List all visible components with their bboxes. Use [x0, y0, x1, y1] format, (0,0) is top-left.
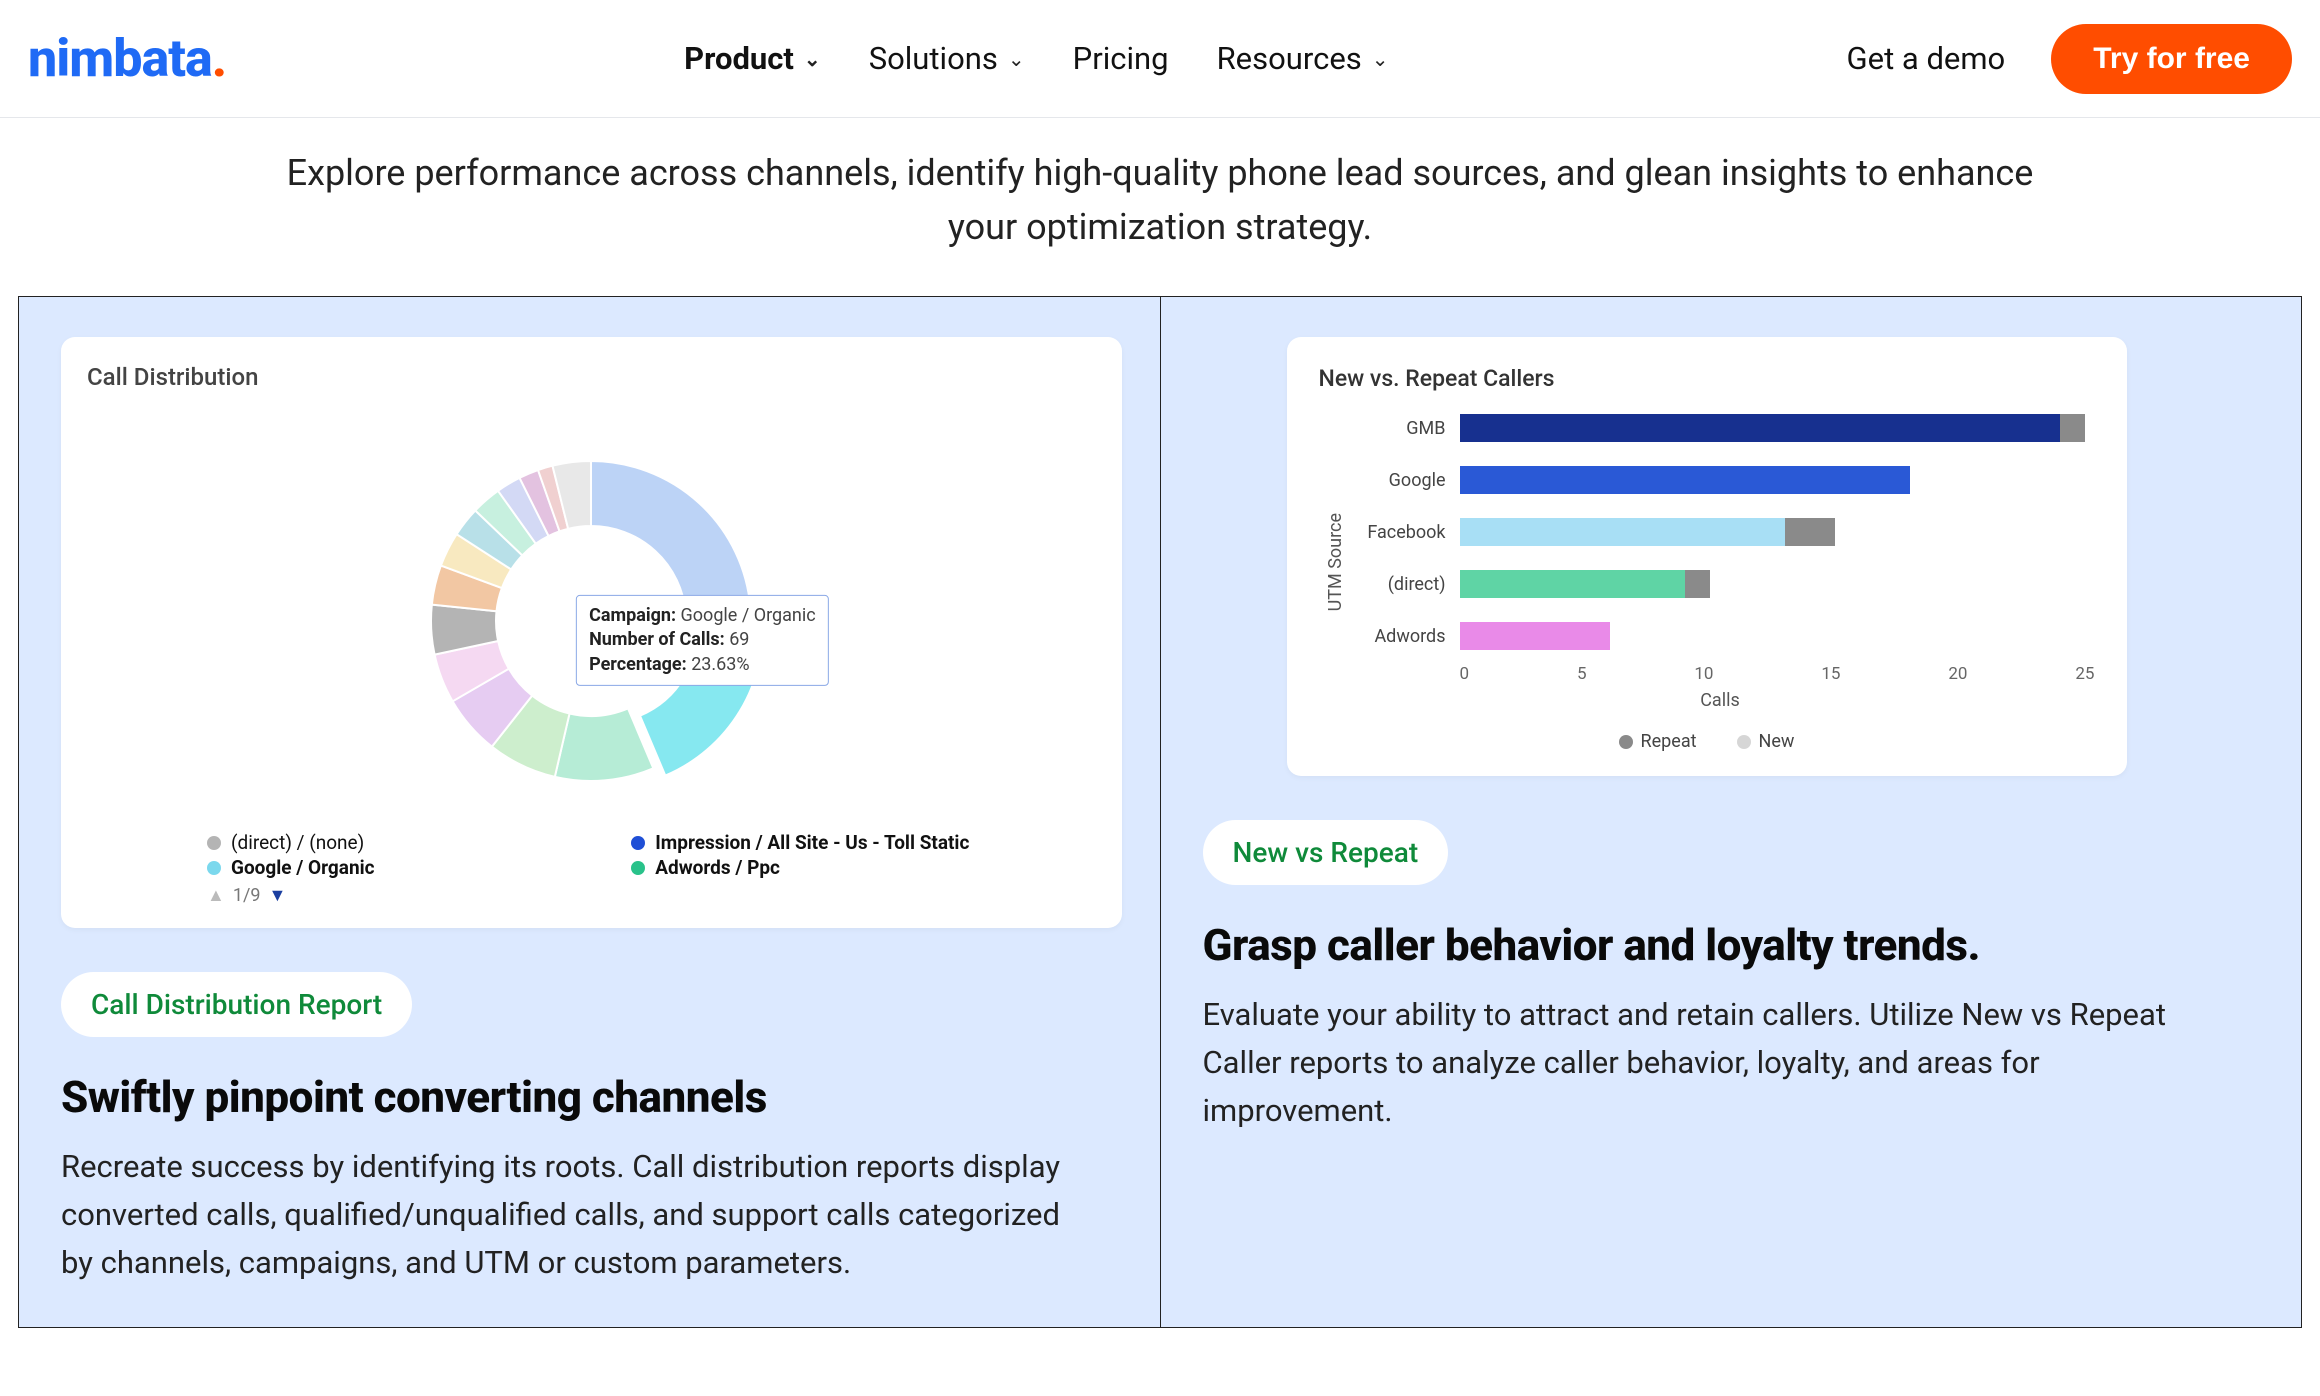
- bar-segment-repeat[interactable]: [2060, 414, 2085, 442]
- x-axis-ticks: 0 5 10 15 20 25: [1346, 664, 2095, 684]
- bar-track: [1460, 414, 2085, 442]
- chart-title: Call Distribution: [87, 363, 1096, 391]
- nav-pricing-label: Pricing: [1073, 40, 1169, 77]
- legend-item[interactable]: Impression / All Site - Us - Toll Static: [631, 831, 975, 854]
- legend-pager[interactable]: ▲ 1/9 ▼: [87, 879, 1096, 906]
- legend-label: Google / Organic: [231, 856, 375, 879]
- features-grid: Call Distribution Campaign: Google / Org…: [18, 296, 2302, 1328]
- bar-row: (direct): [1346, 570, 2085, 598]
- bar-segment-repeat[interactable]: [1785, 518, 1835, 546]
- bar-row-label: Google: [1346, 470, 1446, 491]
- bar-segment-new[interactable]: [1460, 466, 1910, 494]
- primary-nav: Product ⌄ Solutions ⌄ Pricing Resources …: [684, 40, 1388, 77]
- bar-chart-legend: Repeat New: [1319, 731, 2095, 752]
- chevron-down-icon: ⌄: [804, 47, 821, 71]
- feature-new-vs-repeat: New vs. Repeat Callers UTM Source GMB Goo…: [1160, 297, 2302, 1327]
- legend-swatch-icon: [207, 836, 221, 850]
- chevron-down-icon: ⌄: [1372, 47, 1389, 71]
- nav-product-label: Product: [684, 40, 794, 77]
- x-tick: 20: [1948, 664, 1967, 684]
- bar-row: Google: [1346, 466, 2085, 494]
- legend-item[interactable]: Google / Organic: [207, 856, 551, 879]
- bar-segment-new[interactable]: [1460, 518, 1785, 546]
- logo-text: nimbata: [28, 28, 212, 89]
- bar-track: [1460, 518, 2085, 546]
- x-axis-label: Calls: [1346, 690, 2095, 711]
- x-tick: 15: [1821, 664, 1840, 684]
- feature-heading: Grasp caller behavior and loyalty trends…: [1203, 919, 2264, 971]
- pager-text: 1/9: [233, 885, 261, 906]
- site-header: nimbata. Product ⌄ Solutions ⌄ Pricing R…: [0, 0, 2320, 118]
- triangle-up-icon[interactable]: ▲: [207, 885, 225, 906]
- nav-product[interactable]: Product ⌄: [684, 40, 821, 77]
- legend-repeat: Repeat: [1619, 731, 1697, 752]
- bar-row-label: Facebook: [1346, 522, 1446, 543]
- call-distribution-card: Call Distribution Campaign: Google / Org…: [61, 337, 1122, 928]
- feature-call-distribution: Call Distribution Campaign: Google / Org…: [19, 297, 1160, 1327]
- bar-row: Facebook: [1346, 518, 2085, 546]
- donut-legend: (direct) / (none)Google / Organic Impres…: [87, 831, 1096, 879]
- logo-dot: .: [212, 28, 226, 89]
- bar-track: [1460, 466, 2085, 494]
- bar-segment-new[interactable]: [1460, 622, 1610, 650]
- nav-resources-label: Resources: [1217, 40, 1362, 77]
- bar-chart: UTM Source GMB Google Facebook (direct) Adwo…: [1319, 414, 2095, 711]
- bar-row-label: Adwords: [1346, 626, 1446, 647]
- tooltip-campaign-label: Campaign:: [589, 605, 676, 626]
- legend-swatch-icon: [631, 836, 645, 850]
- triangle-down-icon[interactable]: ▼: [269, 885, 287, 906]
- legend-item[interactable]: (direct) / (none): [207, 831, 551, 854]
- new-vs-repeat-card: New vs. Repeat Callers UTM Source GMB Goo…: [1287, 337, 2127, 776]
- bar-row-label: GMB: [1346, 418, 1446, 439]
- chart-title: New vs. Repeat Callers: [1319, 365, 2095, 392]
- header-right: Get a demo Try for free: [1847, 24, 2292, 94]
- nav-resources[interactable]: Resources ⌄: [1217, 40, 1389, 77]
- tooltip-calls-value: 69: [729, 629, 749, 650]
- x-tick: 25: [2075, 664, 2094, 684]
- x-tick: 0: [1460, 664, 1470, 684]
- legend-label: Adwords / Ppc: [655, 856, 780, 879]
- legend-new: New: [1737, 731, 1795, 752]
- legend-swatch-icon: [631, 861, 645, 875]
- bar-segment-new[interactable]: [1460, 414, 2060, 442]
- legend-label: (direct) / (none): [231, 831, 364, 854]
- legend-item[interactable]: Adwords / Ppc: [631, 856, 975, 879]
- get-demo-link[interactable]: Get a demo: [1847, 40, 2006, 77]
- bar-row-label: (direct): [1346, 574, 1446, 595]
- bar-track: [1460, 622, 2085, 650]
- chevron-down-icon: ⌄: [1008, 47, 1025, 71]
- tooltip-pct-value: 23.63%: [691, 654, 749, 675]
- feature-paragraph: Evaluate your ability to attract and ret…: [1203, 991, 2223, 1135]
- hero-subtitle: Explore performance across channels, ide…: [280, 146, 2040, 254]
- bar-track: [1460, 570, 2085, 598]
- tooltip-pct-label: Percentage:: [589, 654, 687, 675]
- feature-paragraph: Recreate success by identifying its root…: [61, 1143, 1081, 1287]
- nav-pricing[interactable]: Pricing: [1073, 40, 1169, 77]
- bar-row: GMB: [1346, 414, 2085, 442]
- legend-swatch-icon: [207, 861, 221, 875]
- feature-badge: New vs Repeat: [1203, 820, 1449, 885]
- x-tick: 10: [1694, 664, 1713, 684]
- bar-segment-repeat[interactable]: [1685, 570, 1710, 598]
- donut-chart: Campaign: Google / Organic Number of Cal…: [87, 411, 1096, 831]
- bar-segment-new[interactable]: [1460, 570, 1685, 598]
- legend-label: Impression / All Site - Us - Toll Static: [655, 831, 969, 854]
- bar-row: Adwords: [1346, 622, 2085, 650]
- try-free-button[interactable]: Try for free: [2051, 24, 2292, 94]
- feature-heading: Swiftly pinpoint converting channels: [61, 1071, 1122, 1123]
- x-tick: 5: [1577, 664, 1587, 684]
- y-axis-label: UTM Source: [1319, 513, 1346, 611]
- donut-slice[interactable]: [591, 461, 750, 613]
- tooltip-campaign-value: Google / Organic: [681, 605, 816, 626]
- nav-solutions[interactable]: Solutions ⌄: [869, 40, 1025, 77]
- nav-solutions-label: Solutions: [869, 40, 998, 77]
- feature-badge: Call Distribution Report: [61, 972, 412, 1037]
- logo[interactable]: nimbata.: [28, 28, 226, 89]
- donut-slice[interactable]: [555, 708, 654, 781]
- tooltip-calls-label: Number of Calls:: [589, 629, 725, 650]
- donut-tooltip: Campaign: Google / Organic Number of Cal…: [576, 595, 829, 686]
